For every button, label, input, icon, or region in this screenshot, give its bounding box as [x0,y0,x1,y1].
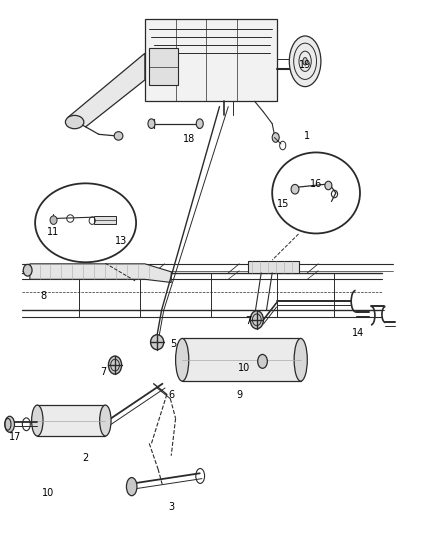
Ellipse shape [272,133,279,142]
Ellipse shape [324,181,331,190]
Ellipse shape [50,216,57,224]
Ellipse shape [126,478,137,496]
Ellipse shape [257,354,267,368]
Ellipse shape [148,119,155,128]
Ellipse shape [108,356,121,374]
Text: 1: 1 [304,131,310,141]
Polygon shape [145,19,276,101]
Ellipse shape [250,311,263,329]
Ellipse shape [289,36,320,86]
Ellipse shape [196,119,203,128]
Text: 8: 8 [41,291,47,301]
Text: 3: 3 [168,503,174,512]
Text: 15: 15 [276,199,289,208]
Ellipse shape [5,416,14,432]
Polygon shape [247,261,298,273]
Ellipse shape [32,405,43,436]
Text: 7: 7 [244,316,251,326]
Ellipse shape [175,338,188,381]
Text: 16: 16 [309,179,321,189]
Ellipse shape [23,264,32,276]
Text: 10: 10 [237,363,249,373]
Polygon shape [30,264,171,282]
Ellipse shape [293,338,307,381]
Text: 19: 19 [298,60,311,70]
Polygon shape [68,53,145,127]
Polygon shape [94,216,116,224]
Polygon shape [149,48,177,85]
Ellipse shape [272,152,359,233]
Ellipse shape [302,58,307,65]
Text: 6: 6 [168,391,174,400]
Text: 9: 9 [236,391,242,400]
Text: 13: 13 [114,236,127,246]
Text: 7: 7 [100,367,106,377]
Text: 11: 11 [46,227,59,237]
Text: 18: 18 [182,134,194,143]
Text: 14: 14 [351,328,363,338]
Polygon shape [37,405,105,436]
Ellipse shape [65,116,84,129]
Polygon shape [182,338,300,381]
Ellipse shape [290,184,298,194]
Ellipse shape [114,132,123,140]
Text: 10: 10 [42,488,54,498]
Ellipse shape [99,405,111,436]
Text: 5: 5 [170,339,176,349]
Text: 2: 2 [82,454,88,463]
Text: 17: 17 [9,432,21,442]
Ellipse shape [35,183,136,262]
Ellipse shape [150,335,163,350]
